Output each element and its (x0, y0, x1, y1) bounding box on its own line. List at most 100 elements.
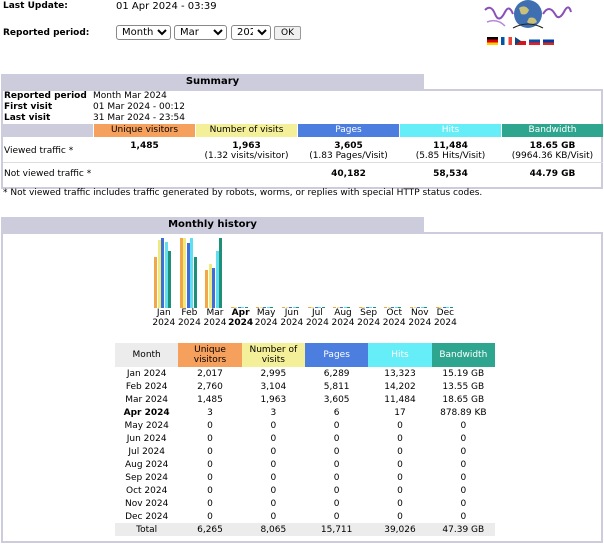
table-cell-month: Sep 2024 (125, 472, 169, 483)
chart-month-label: Feb 2024 (175, 308, 205, 328)
chart-month-name: Jun (284, 308, 299, 318)
summary-title: Summary (1, 74, 424, 90)
chart-bar-pages (365, 307, 369, 308)
chart-month-label: Jul 2024 (303, 308, 333, 328)
chart-bar-unique-visitors (179, 238, 183, 308)
viewed-hits: 11,484 (433, 141, 468, 151)
table-cell-hits: 0 (397, 472, 403, 483)
pages-column-header: Pages (304, 343, 369, 367)
chart-bar-hits (369, 307, 373, 308)
chart-month-year: 2024 (357, 318, 381, 328)
table-cell-month: Jul 2024 (128, 446, 165, 457)
table-cell-pages: 0 (333, 446, 340, 457)
table-cell-pages: 6,289 (323, 368, 350, 379)
chart-bar-unique-visitors (282, 307, 285, 308)
chart-bar-unique-visitors (333, 307, 337, 308)
chart-bar-bandwidth (219, 238, 223, 308)
first-visit-value: 01 Mar 2024 - 00:12 (93, 102, 185, 112)
chart-month-label: May 2024 (251, 308, 281, 328)
chart-bar-hits (164, 242, 168, 308)
not-viewed-hits: 58,534 (433, 169, 468, 179)
summary-header-spacer (3, 124, 93, 137)
chart-month-year: 2024 (331, 318, 355, 328)
chart-bar-pages (161, 238, 164, 308)
table-row: Apr 2024 3 3 6 17 878.89 KB (115, 406, 495, 419)
chart-month-name: Sep (360, 308, 378, 318)
table-cell-hits: 0 (397, 498, 403, 509)
ok-button[interactable]: OK (274, 26, 301, 40)
table-cell-pages: 3,605 (323, 394, 350, 405)
not-viewed-traffic-label: Not viewed traffic * (4, 169, 92, 179)
summary-footnote: * Not viewed traffic includes traffic ge… (3, 188, 483, 198)
czech-flag-icon[interactable] (515, 36, 526, 45)
chart-bar-number-of-visits (259, 307, 263, 308)
russian-flag-icon[interactable] (543, 36, 554, 45)
chart-bar-hits (190, 238, 194, 308)
table-cell-month: Dec 2024 (125, 511, 169, 522)
last-update-label: Last Update: (3, 1, 68, 11)
table-cell-hits: 0 (397, 485, 403, 496)
hits-column-header: Hits (368, 343, 432, 367)
chart-bar-bandwidth (244, 307, 248, 308)
german-flag-icon[interactable] (487, 36, 498, 45)
table-cell-unique: 0 (207, 485, 213, 496)
period-type-select[interactable]: Month (116, 25, 171, 40)
table-cell-visits: 2,995 (260, 368, 287, 379)
total-pages: 15,711 (320, 524, 353, 535)
chart-bar-unique-visitors (410, 307, 413, 308)
chart-bar-unique-visitors (256, 307, 260, 308)
table-cell-unique: 2,017 (197, 368, 223, 379)
chart-month-name: May (256, 308, 276, 318)
chart-bar-bandwidth (398, 307, 402, 308)
table-cell-hits: 0 (397, 433, 403, 444)
chart-month-name: Dec (436, 308, 455, 318)
chart-bar-bandwidth (449, 307, 453, 308)
table-cell-hits: 11,484 (384, 394, 416, 405)
table-cell-unique: 0 (207, 459, 213, 470)
table-cell-visits: 1,963 (260, 394, 287, 405)
chart-bar-number-of-visits (439, 307, 443, 308)
chart-month-label: Oct 2024 (379, 308, 409, 328)
viewed-pages: 3,605 (334, 141, 363, 151)
table-cell-month: Oct 2024 (126, 485, 168, 496)
total-unique: 6,265 (197, 524, 223, 535)
table-cell-month: Jan 2024 (126, 368, 167, 379)
chart-bar-bandwidth (424, 307, 427, 308)
table-cell-unique: 1,485 (197, 394, 223, 405)
table-cell-visits: 0 (270, 446, 277, 457)
chart-bar-pages (417, 307, 420, 308)
year-select[interactable]: 2024 (231, 25, 271, 40)
month-select[interactable]: Mar (174, 25, 227, 40)
table-row: Dec 2024 0 0 0 0 0 (115, 510, 495, 523)
chart-bar-number-of-visits (336, 307, 340, 308)
table-row: Oct 2024 0 0 0 0 0 (115, 484, 495, 497)
table-cell-pages: 0 (333, 459, 340, 470)
bandwidth-column-header: Bandwidth (431, 343, 495, 367)
table-cell-bandwidth: 13.55 GB (442, 381, 485, 392)
chart-bar-bandwidth (296, 307, 299, 308)
table-row: Jan 2024 2,017 2,995 6,289 13,323 15.19 GB (115, 367, 495, 380)
chart-month-name: Oct (386, 308, 402, 318)
chart-bar-hits (343, 307, 347, 308)
table-cell-month: Aug 2024 (124, 459, 169, 470)
table-cell-bandwidth: 0 (460, 498, 467, 509)
chart-bar-pages (314, 307, 318, 308)
table-cell-bandwidth: 18.65 GB (442, 394, 485, 405)
chart-bar-number-of-visits (208, 264, 212, 308)
chart-month-name: Nov (411, 308, 429, 318)
table-cell-unique: 0 (207, 433, 213, 444)
slovak-flag-icon[interactable] (529, 36, 540, 45)
chart-month-year: 2024 (408, 318, 432, 328)
chart-bar-number-of-visits (285, 307, 289, 308)
reported-period-row-value: Month Mar 2024 (93, 91, 167, 101)
chart-bar-unique-visitors (435, 307, 439, 308)
table-cell-unique: 2,760 (197, 381, 223, 392)
viewed-hits-sub: (5.85 Hits/Visit) (415, 151, 486, 161)
table-cell-month: Nov 2024 (124, 498, 169, 509)
french-flag-icon[interactable] (501, 36, 512, 45)
table-row: Jul 2024 0 0 0 0 0 (115, 445, 495, 458)
table-cell-visits: 0 (270, 498, 277, 509)
total-bandwidth: 47.39 GB (442, 524, 485, 535)
table-cell-visits: 0 (270, 420, 277, 431)
chart-month-name: Jan (156, 308, 171, 318)
